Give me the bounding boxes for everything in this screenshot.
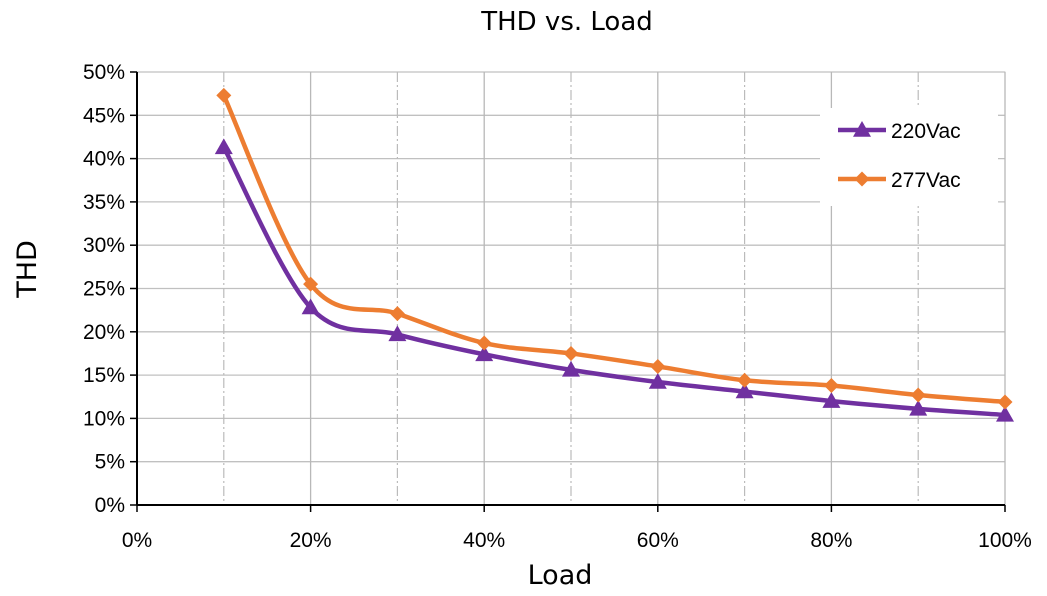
y-tick-label: 45% — [83, 104, 125, 127]
data-point-220vac — [562, 360, 580, 377]
y-tick-label: 15% — [83, 364, 125, 387]
legend: 220Vac 277Vac — [820, 108, 998, 206]
data-point-220vac — [214, 138, 233, 155]
x-axis-tick-labels: 0% 20% 40% 60% 80% 100% — [122, 529, 1032, 552]
data-point-277vac — [303, 276, 319, 292]
axes — [130, 71, 1006, 512]
data-point-277vac — [823, 377, 839, 393]
chart-title: THD vs. Load — [480, 7, 653, 37]
legend-background — [820, 108, 998, 206]
data-point-220vac — [388, 325, 407, 342]
data-point-277vac — [216, 87, 232, 103]
series-220vac — [214, 138, 1014, 422]
data-point-220vac — [735, 382, 754, 399]
series-lines — [214, 87, 1014, 422]
data-point-220vac — [996, 405, 1014, 422]
x-tick-label: 0% — [122, 529, 152, 552]
x-tick-label: 60% — [637, 529, 679, 552]
data-point-277vac — [910, 387, 926, 403]
y-tick-label: 10% — [83, 407, 125, 430]
data-point-220vac — [475, 345, 494, 362]
data-point-220vac — [301, 298, 320, 315]
legend-label-220vac: 220Vac — [891, 120, 961, 143]
data-point-277vac — [650, 358, 666, 374]
data-point-220vac — [822, 392, 841, 408]
x-tick-label: 100% — [978, 529, 1032, 552]
data-point-277vac — [389, 306, 405, 322]
data-point-220vac — [648, 373, 667, 389]
y-axis-tick-labels: 0% 5% 10% 15% 20% 25% 30% 35% 40% 45% 50% — [83, 61, 125, 517]
y-tick-label: 0% — [95, 494, 125, 517]
y-tick-label: 5% — [95, 451, 125, 474]
y-tick-label: 20% — [83, 321, 125, 344]
y-tick-label: 50% — [83, 61, 125, 84]
series-line-277vac — [221, 93, 1008, 405]
y-tick-label: 30% — [83, 234, 125, 257]
series-277vac — [216, 87, 1013, 410]
data-point-220vac — [909, 399, 928, 416]
series-line-220vac — [221, 145, 1008, 418]
legend-marker-277vac — [854, 171, 870, 187]
y-tick-label: 25% — [83, 278, 125, 301]
x-axis-label: Load — [528, 560, 593, 591]
legend-label-277vac: 277Vac — [891, 169, 961, 192]
x-tick-label: 80% — [810, 529, 852, 552]
y-axis-label: THD — [12, 240, 43, 299]
y-tick-label: 35% — [83, 191, 125, 214]
data-point-277vac — [737, 372, 753, 388]
data-point-277vac — [563, 345, 579, 361]
x-tick-label: 20% — [290, 529, 332, 552]
y-tick-label: 40% — [83, 148, 125, 171]
legend-marker-220vac — [853, 121, 871, 137]
data-point-277vac — [997, 394, 1013, 410]
x-tick-label: 40% — [463, 529, 505, 552]
data-point-277vac — [476, 335, 492, 351]
